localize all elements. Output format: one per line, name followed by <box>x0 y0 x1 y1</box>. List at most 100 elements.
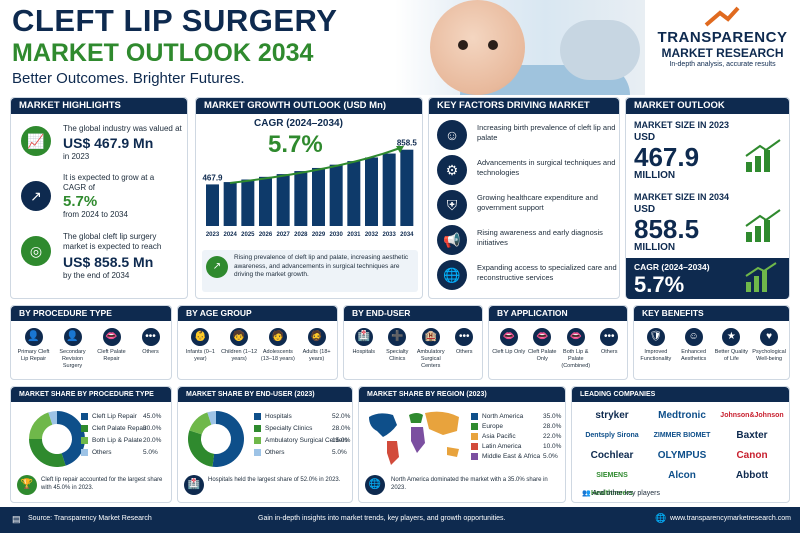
bar <box>206 184 219 226</box>
legend-swatch <box>471 453 478 460</box>
donut-slice <box>212 411 244 467</box>
growth-icon: ↗ <box>21 181 51 211</box>
baby-icon: ☺ <box>437 120 467 150</box>
legend-value: 20.0% <box>143 437 162 444</box>
segment-item: ••• Others <box>131 328 170 356</box>
legend-value: 10.0% <box>543 443 562 450</box>
legend-label: Ambulatory Surgical Centers <box>265 437 348 445</box>
legend-label: Both Lip & Palate <box>92 437 143 445</box>
legend-label: Asia Pacific <box>482 433 516 441</box>
segment-label: Hospitals <box>352 349 376 355</box>
logo-name-1: TRANSPARENCY <box>657 29 788 46</box>
cagr-value: 5.7% <box>634 272 685 297</box>
factor-row: 🌐 Expanding access to specialized care an… <box>437 260 622 290</box>
enduser-donut-chart <box>188 411 244 467</box>
legend-swatch <box>81 449 88 456</box>
cagr-label: CAGR (2024–2034) <box>634 262 710 272</box>
outlook-title: MARKET OUTLOOK <box>626 98 789 114</box>
segment-icon: 👤 <box>24 328 43 346</box>
trophy-icon: 🏆 <box>17 475 37 495</box>
hospital-icon: 🏥 <box>184 475 204 495</box>
segment-label: Others <box>455 349 473 355</box>
factor-text: Expanding access to specialized care and… <box>477 263 617 282</box>
company-logo: Medtronic <box>658 410 706 421</box>
company-logo: Dentsply Sirona <box>585 432 639 439</box>
growth-bar-chart: 2023 467.9 2024 2025 2026 2027 2028 2029 2030 203… <box>202 139 417 238</box>
legend-row: Cleft Palate Repair 30.0% <box>81 425 167 433</box>
baby-face <box>430 0 525 95</box>
globe-icon: 🌐 <box>365 475 385 495</box>
legend-value: 52.0% <box>332 413 351 420</box>
segment-label: Improved Functionality <box>640 349 672 362</box>
donut-slice <box>29 439 66 467</box>
tmr-logo: TRANSPARENCY MARKET RESEARCH In-depth an… <box>650 5 795 75</box>
segment-item: 👶 Infants (0–1 year) <box>181 328 220 363</box>
segment-label: Others <box>142 349 159 355</box>
growth-note: Rising prevalence of cleft lip and palat… <box>234 254 409 278</box>
legend-label: Specialty Clinics <box>265 425 313 433</box>
size34-value: 858.5 <box>634 214 700 244</box>
legend-label: Latin America <box>482 443 522 451</box>
company-logo: Johnson&Johnson <box>720 412 784 419</box>
segment-label: Better Quality of Life <box>714 349 749 362</box>
legend-swatch <box>254 425 261 432</box>
company-logo: Cochlear <box>590 450 634 461</box>
footer-url[interactable]: www.transparencymarketresearch.com <box>670 515 791 522</box>
segment-panel: BY AGE GROUP 👶 Infants (0–1 year) 🧒 Children… <box>177 305 338 380</box>
bar <box>241 179 255 226</box>
segment-title: BY END-USER <box>344 306 482 321</box>
factor-text: Increasing birth prevalence of cleft lip… <box>477 123 616 142</box>
legend-row: Both Lip & Palate 20.0% <box>81 437 167 445</box>
bar <box>382 153 396 226</box>
cagr-box: CAGR (2024–2034) 5.7% <box>626 258 789 299</box>
segment-item: ➕ Specialty Clinics <box>381 328 415 363</box>
bar <box>400 149 414 226</box>
segment-title: BY PROCEDURE TYPE <box>11 306 171 321</box>
segment-item: 👄 Cleft Lip Only <box>492 328 526 356</box>
share-procedure-note: Cleft lip repair accounted for the large… <box>41 477 163 491</box>
segment-icon: 🛡 <box>646 328 665 346</box>
logo-name-2: MARKET RESEARCH <box>661 46 784 60</box>
footer-mid: Gain in-depth insights into market trend… <box>258 515 506 522</box>
globe-icon: 🌐 <box>655 513 667 523</box>
segment-label: Psychological Well-being <box>752 349 786 362</box>
bar <box>276 174 290 226</box>
segment-icon: 👄 <box>499 328 518 346</box>
size23-cur: USD <box>634 132 656 143</box>
bar <box>259 176 272 226</box>
segment-icon: 👤 <box>63 328 82 346</box>
page-title: CLEFT LIP SURGERY <box>12 3 338 38</box>
segment-icon: 🧑 <box>268 328 287 346</box>
legend-swatch <box>254 449 261 456</box>
segment-icon: 👶 <box>191 328 210 346</box>
trend-icon: ↗ <box>206 256 228 278</box>
company-logo: ZIMMER BIOMET <box>653 432 711 439</box>
size34-label: MARKET SIZE IN 2034 <box>634 192 730 202</box>
legend-label: Middle East & Africa <box>482 453 541 461</box>
legend-row: Latin America 10.0% <box>471 443 567 451</box>
x-tick-label: 2024 <box>223 232 237 238</box>
companies-more: 👥 And other key players <box>582 490 660 497</box>
segment-label: Primary Cleft Lip Repair <box>17 349 50 362</box>
segment-item: 👄 Both Lip & Palate (Combined) <box>559 328 593 370</box>
legend-value: 28.0% <box>543 423 562 430</box>
chart-up-icon: 📈 <box>21 126 51 156</box>
segment-icon: 👄 <box>102 328 121 346</box>
donut-slice <box>189 412 212 435</box>
segment-label: Enhanced Aesthetics <box>680 349 707 362</box>
legend-row: North America 35.0% <box>471 413 567 421</box>
segment-item: 👄 Cleft Palate Repair <box>92 328 131 363</box>
footer-source: Source: Transparency Market Research <box>28 515 152 522</box>
size34-unit: MILLION <box>634 242 676 253</box>
segment-item: 👤 Primary Cleft Lip Repair <box>14 328 53 363</box>
growth-cagr-value: 5.7% <box>268 131 323 158</box>
segment-item: 🧒 Children (1–12 years) <box>220 328 259 363</box>
company-logo: Alcon <box>668 470 696 481</box>
segment-label: Cleft Palate Repair <box>97 349 126 362</box>
footer: ▤ Source: Transparency Market Research G… <box>0 507 800 533</box>
donut-slice <box>57 411 85 466</box>
legend-label: Others <box>92 449 112 457</box>
segment-item: 🧔 Adults (18+ years) <box>297 328 336 363</box>
x-tick-label: 2028 <box>294 232 308 238</box>
segment-icon: ➕ <box>388 328 407 346</box>
